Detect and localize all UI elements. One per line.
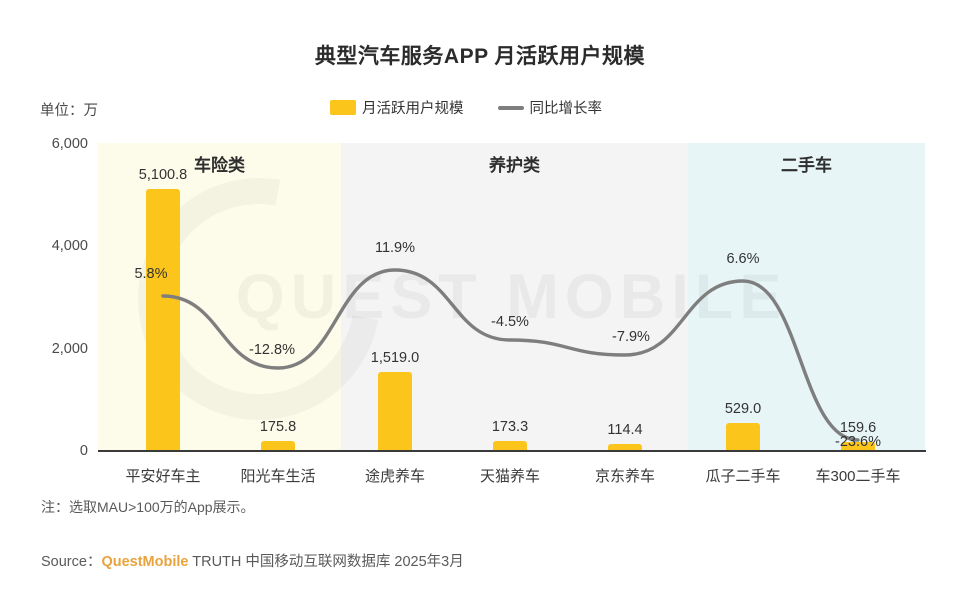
bar-3[interactable] — [493, 441, 527, 450]
growth-label-4: -7.9% — [612, 329, 650, 345]
source-prefix: Source： — [41, 554, 102, 570]
chart-legend: 月活跃用户规模 同比增长率 — [330, 97, 602, 118]
x-label-2: 途虎养车 — [364, 468, 425, 485]
legend-swatch-line-icon — [497, 105, 524, 110]
bar-value-5: 529.0 — [724, 400, 762, 417]
y-tick-0: 0 — [79, 443, 88, 459]
legend-swatch-bar-icon — [330, 100, 356, 115]
plot-area: 车险类 养护类 二手车 QUEST MOBILE 5,100.8 175.8 1… — [98, 143, 925, 450]
source-rest: TRUTH 中国移动互联网数据库 2025年3月 — [188, 554, 464, 570]
growth-label-5: 6.6% — [726, 251, 760, 267]
y-tick-6000: 6,000 — [51, 136, 88, 152]
x-label-1: 阳光车生活 — [240, 468, 316, 485]
growth-rate-line-path — [161, 268, 860, 442]
bar-5[interactable] — [726, 422, 760, 450]
y-tick-4000: 4,000 — [51, 238, 88, 254]
bar-0[interactable] — [146, 189, 180, 450]
x-axis-line — [98, 450, 926, 452]
growth-label-6: -23.6% — [835, 434, 881, 450]
x-label-3: 天猫养车 — [479, 468, 540, 485]
x-label-5: 瓜子二手车 — [705, 468, 781, 485]
bar-value-2: 1,519.0 — [370, 350, 420, 367]
growth-rate-line — [161, 268, 860, 442]
legend-label-bar: 月活跃用户规模 — [362, 101, 464, 117]
growth-label-2: 11.9% — [374, 240, 416, 256]
bar-1[interactable] — [261, 441, 295, 450]
bar-value-3: 173.3 — [491, 419, 529, 436]
bar-value-6: 159.6 — [839, 419, 877, 436]
unit-label: 单位：万 — [40, 103, 98, 119]
x-label-6: 车300二手车 — [815, 468, 901, 485]
bar-value-0: 5,100.8 — [138, 167, 188, 183]
group-label-usedcar: 二手车 — [781, 156, 832, 175]
bar-value-1: 175.8 — [259, 419, 297, 435]
growth-label-0: 5.8% — [134, 266, 168, 282]
group-band-usedcar: 二手车 — [688, 143, 925, 450]
page-title: 典型汽车服务APP 月活跃用户规模 — [314, 45, 646, 68]
y-tick-2000: 2,000 — [51, 341, 88, 357]
legend-label-line: 同比增长率 — [529, 101, 603, 117]
legend-item-line: 同比增长率 — [497, 97, 603, 118]
group-band-insurance: 车险类 — [98, 143, 341, 450]
source-brand: QuestMobile — [101, 554, 189, 570]
bar-6[interactable] — [841, 441, 875, 450]
growth-label-1: -12.8% — [249, 342, 295, 358]
group-label-maintenance: 养护类 — [489, 156, 540, 175]
legend-item-bar: 月活跃用户规模 — [330, 97, 464, 118]
bar-2[interactable] — [378, 372, 412, 450]
bar-4[interactable] — [608, 444, 642, 450]
bar-value-4: 114.4 — [607, 422, 643, 439]
growth-label-3: -4.5% — [491, 314, 529, 330]
x-label-0: 平安好车主 — [125, 468, 201, 485]
chart-note: 注：选取MAU>100万的App展示。 — [41, 499, 255, 515]
x-label-4: 京东养车 — [594, 468, 655, 485]
source-line: Source：QuestMobile TRUTH 中国移动互联网数据库 2025… — [41, 550, 464, 571]
group-label-insurance: 车险类 — [194, 156, 245, 175]
